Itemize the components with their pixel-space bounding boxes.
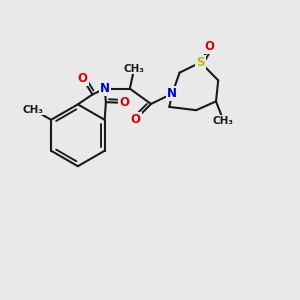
Text: O: O xyxy=(205,40,215,53)
Text: CH₃: CH₃ xyxy=(213,116,234,125)
Text: S: S xyxy=(196,56,205,69)
Text: N: N xyxy=(100,82,110,95)
Text: O: O xyxy=(131,113,141,126)
Text: N: N xyxy=(167,87,177,100)
Text: CH₃: CH₃ xyxy=(124,64,145,74)
Text: CH₃: CH₃ xyxy=(23,104,44,115)
Text: O: O xyxy=(119,96,129,109)
Text: O: O xyxy=(78,73,88,85)
